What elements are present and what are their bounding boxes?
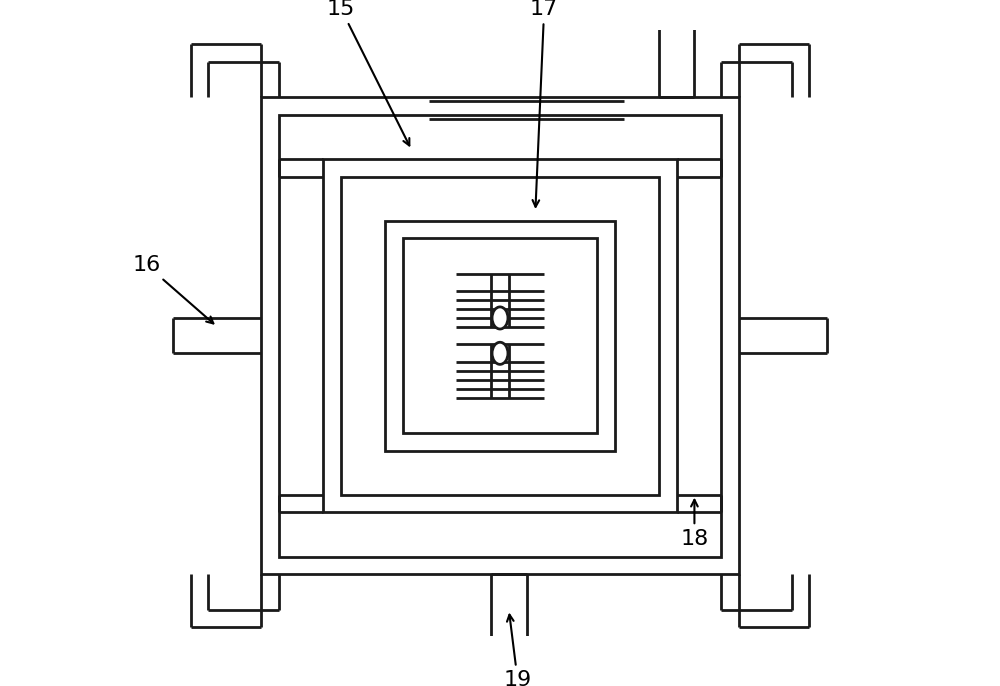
Bar [323,159,677,512]
Text: 16: 16 [132,255,213,323]
Text: 17: 17 [530,0,558,206]
Bar [385,221,615,451]
Bar [279,115,721,556]
Ellipse shape [492,307,508,329]
Bar [261,97,739,574]
Bar [403,239,597,433]
Text: 18: 18 [680,500,709,549]
Text: 19: 19 [504,615,532,686]
Bar [341,176,659,495]
Ellipse shape [492,342,508,364]
Text: 15: 15 [327,0,409,145]
